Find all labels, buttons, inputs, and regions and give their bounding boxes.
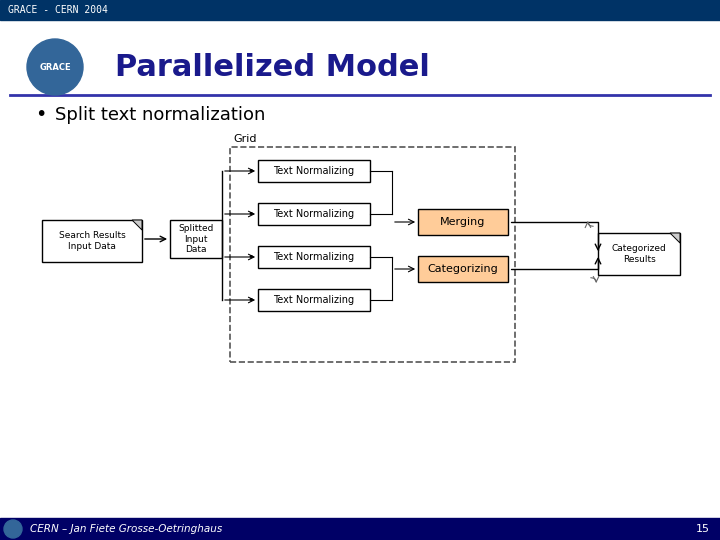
Polygon shape bbox=[132, 220, 142, 230]
Circle shape bbox=[27, 39, 83, 95]
Text: GRACE: GRACE bbox=[39, 63, 71, 71]
Bar bbox=[0, 0, 720, 20]
FancyBboxPatch shape bbox=[258, 203, 370, 225]
Text: Splitted
Input
Data: Splitted Input Data bbox=[179, 224, 214, 254]
Text: Search Results
Input Data: Search Results Input Data bbox=[58, 231, 125, 251]
Text: Text Normalizing: Text Normalizing bbox=[274, 166, 354, 176]
Text: Text Normalizing: Text Normalizing bbox=[274, 295, 354, 305]
FancyBboxPatch shape bbox=[418, 209, 508, 235]
Text: •: • bbox=[248, 209, 254, 219]
Text: •: • bbox=[248, 295, 254, 305]
Text: Categorizing: Categorizing bbox=[428, 264, 498, 274]
FancyBboxPatch shape bbox=[418, 256, 508, 282]
Bar bbox=[0, 518, 720, 540]
Text: •: • bbox=[35, 105, 46, 125]
FancyBboxPatch shape bbox=[170, 220, 222, 258]
FancyBboxPatch shape bbox=[258, 289, 370, 311]
Text: Text Normalizing: Text Normalizing bbox=[274, 209, 354, 219]
Text: CERN – Jan Fiete Grosse-Oetringhaus: CERN – Jan Fiete Grosse-Oetringhaus bbox=[30, 524, 222, 534]
FancyBboxPatch shape bbox=[258, 160, 370, 182]
FancyBboxPatch shape bbox=[598, 233, 680, 275]
Text: Parallelized Model: Parallelized Model bbox=[115, 52, 430, 82]
Text: Grid: Grid bbox=[233, 134, 256, 144]
Text: •: • bbox=[248, 252, 254, 262]
Text: GRACE - CERN 2004: GRACE - CERN 2004 bbox=[8, 5, 108, 15]
Text: Split text normalization: Split text normalization bbox=[55, 106, 266, 124]
FancyBboxPatch shape bbox=[42, 220, 142, 262]
Text: Categorized
Results: Categorized Results bbox=[611, 244, 667, 264]
Polygon shape bbox=[670, 233, 680, 243]
FancyBboxPatch shape bbox=[258, 246, 370, 268]
Text: 15: 15 bbox=[696, 524, 710, 534]
Text: •: • bbox=[248, 166, 254, 176]
Text: Text Normalizing: Text Normalizing bbox=[274, 252, 354, 262]
Circle shape bbox=[4, 520, 22, 538]
Text: Merging: Merging bbox=[441, 217, 486, 227]
